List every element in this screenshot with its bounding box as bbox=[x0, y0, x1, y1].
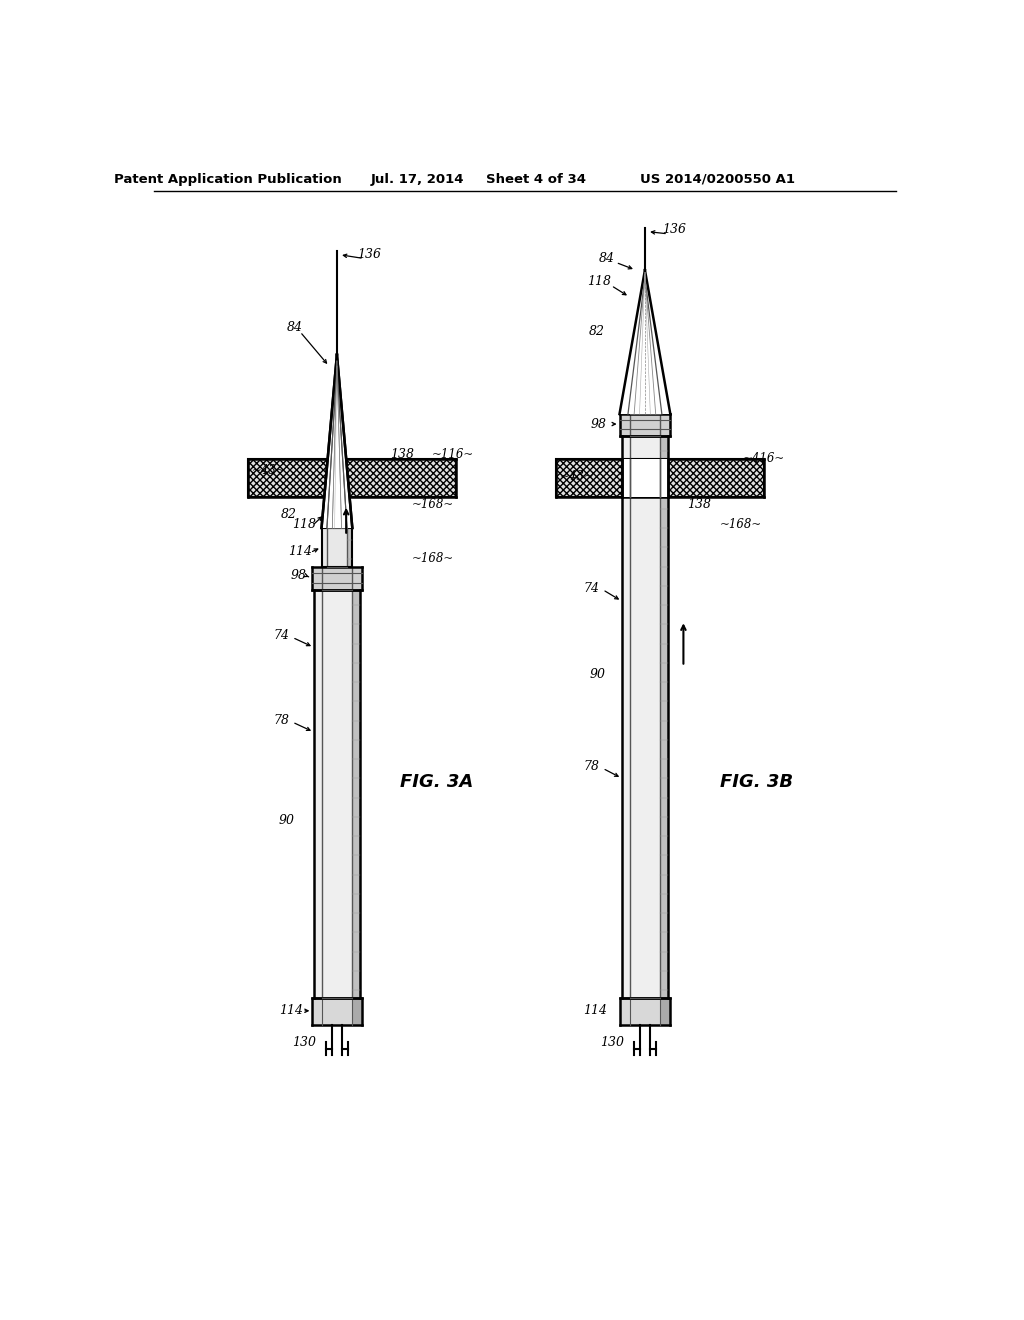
Text: ~168~: ~168~ bbox=[412, 499, 455, 511]
Bar bbox=[352, 998, 361, 1024]
Text: ~116~: ~116~ bbox=[431, 449, 473, 462]
Text: 114: 114 bbox=[583, 1005, 607, 1018]
Bar bbox=[352, 590, 360, 998]
Bar bbox=[621, 998, 670, 1024]
Bar bbox=[322, 528, 352, 566]
Text: 90: 90 bbox=[279, 814, 295, 828]
Text: US 2014/0200550 A1: US 2014/0200550 A1 bbox=[640, 173, 795, 186]
Text: 98: 98 bbox=[591, 417, 606, 430]
Text: ~43~: ~43~ bbox=[560, 470, 595, 483]
Text: 118: 118 bbox=[587, 275, 610, 288]
Polygon shape bbox=[322, 355, 352, 528]
Bar bbox=[312, 998, 361, 1024]
Text: 114: 114 bbox=[288, 545, 312, 557]
Text: 136: 136 bbox=[357, 248, 381, 261]
Text: ~168~: ~168~ bbox=[720, 517, 762, 531]
Text: 130: 130 bbox=[601, 1036, 625, 1049]
Text: 114: 114 bbox=[279, 1005, 303, 1018]
Text: 136: 136 bbox=[663, 223, 686, 236]
Bar bbox=[660, 998, 670, 1024]
Text: 84: 84 bbox=[287, 321, 302, 334]
Text: FIG. 3B: FIG. 3B bbox=[720, 774, 794, 791]
Text: 82: 82 bbox=[589, 325, 605, 338]
Text: 74: 74 bbox=[273, 630, 290, 643]
Bar bbox=[660, 436, 668, 998]
Text: Sheet 4 of 34: Sheet 4 of 34 bbox=[485, 173, 586, 186]
Text: FIG. 3A: FIG. 3A bbox=[400, 774, 474, 791]
Text: 84: 84 bbox=[598, 252, 614, 265]
Text: 98: 98 bbox=[291, 569, 306, 582]
Text: Patent Application Publication: Patent Application Publication bbox=[115, 173, 342, 186]
Text: Jul. 17, 2014: Jul. 17, 2014 bbox=[371, 173, 464, 186]
Text: ~416~: ~416~ bbox=[743, 453, 785, 465]
Text: 78: 78 bbox=[273, 714, 290, 727]
Bar bbox=[311, 566, 362, 590]
Bar bbox=[556, 459, 764, 498]
Text: 138: 138 bbox=[390, 449, 415, 462]
Text: 130: 130 bbox=[293, 1036, 316, 1049]
Text: 138: 138 bbox=[687, 499, 711, 511]
Polygon shape bbox=[620, 271, 671, 414]
Bar bbox=[622, 459, 668, 498]
Text: 118: 118 bbox=[293, 517, 316, 531]
Bar bbox=[622, 436, 668, 998]
Text: 74: 74 bbox=[583, 582, 599, 594]
Text: ~168~: ~168~ bbox=[412, 552, 455, 565]
Bar bbox=[313, 590, 360, 998]
Bar bbox=[556, 459, 764, 498]
Bar bbox=[249, 459, 457, 498]
Bar bbox=[347, 528, 352, 566]
Bar bbox=[249, 459, 457, 498]
Text: 78: 78 bbox=[583, 760, 599, 774]
Text: 82: 82 bbox=[282, 508, 297, 520]
Text: ~43~: ~43~ bbox=[252, 463, 287, 477]
Bar bbox=[620, 414, 671, 436]
Text: 90: 90 bbox=[589, 668, 605, 681]
